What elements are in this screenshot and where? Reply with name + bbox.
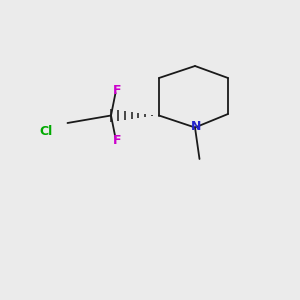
Text: F: F [113, 134, 121, 148]
Text: F: F [113, 83, 121, 97]
Text: Cl: Cl [40, 125, 53, 139]
Text: N: N [191, 119, 202, 133]
